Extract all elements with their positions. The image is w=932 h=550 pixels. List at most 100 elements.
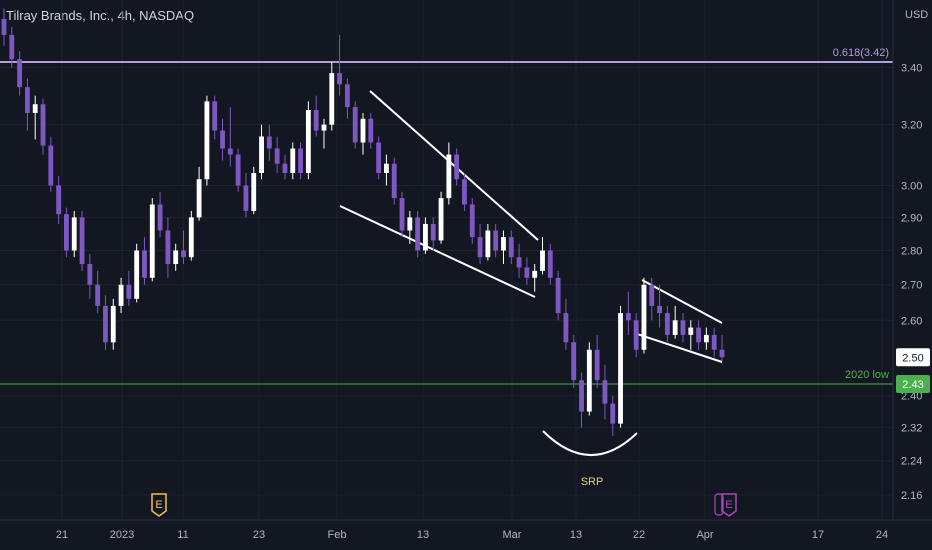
time-tick-label: 13: [417, 529, 429, 541]
candle: [508, 230, 514, 265]
time-axis-panel: [0, 520, 932, 550]
candle-body: [337, 73, 343, 85]
candle: [399, 191, 405, 238]
candle-body: [360, 118, 366, 143]
trendline-flag-bottom: [633, 332, 723, 363]
candle: [696, 320, 702, 350]
candle: [594, 334, 600, 388]
candle-body: [1, 18, 7, 35]
candle: [633, 313, 639, 358]
candle-body: [251, 172, 257, 211]
candle: [329, 62, 335, 131]
price-tick-label: 2.24: [901, 456, 922, 468]
earnings-marker-shape: [721, 493, 737, 517]
horizontal-level-label: 0.618(3.42): [833, 47, 889, 59]
time-tick-label: 23: [253, 529, 265, 541]
candle: [196, 166, 202, 221]
candle-body: [438, 198, 444, 241]
candle-body: [711, 334, 717, 350]
candle-body: [469, 204, 475, 238]
candle: [501, 230, 506, 265]
candle: [672, 305, 678, 339]
candle: [24, 78, 30, 131]
candle-body: [649, 284, 655, 306]
time-tick-label: 21: [56, 529, 68, 541]
price-tick-label: 2.70: [901, 280, 922, 292]
price-tick-label: 2.60: [901, 315, 922, 327]
candle-body: [17, 59, 23, 88]
candle: [469, 198, 475, 244]
candle-body: [235, 154, 241, 186]
candle: [368, 112, 374, 149]
candle: [298, 142, 303, 180]
candle-body: [719, 349, 725, 358]
chart-title: Tilray Brands, Inc., 4h, NASDAQ: [6, 8, 195, 23]
earnings-marker[interactable]: E: [151, 493, 167, 517]
time-tick-label: 2023: [110, 529, 134, 541]
candle: [462, 172, 467, 211]
earnings-marker[interactable]: E: [721, 493, 737, 517]
srp-label: SRP: [581, 476, 604, 488]
candle: [149, 198, 155, 282]
time-tick-label: 24: [876, 529, 888, 541]
candle: [165, 217, 171, 278]
price-tick-label: 2.80: [901, 245, 922, 257]
candle-body: [220, 130, 225, 149]
candle: [618, 305, 623, 428]
candle-body: [352, 107, 358, 143]
candle-body: [493, 230, 499, 251]
candle-body: [571, 342, 577, 381]
earnings-marker-label: E: [155, 499, 162, 511]
candle-body: [423, 223, 428, 251]
candle: [641, 277, 647, 354]
candle-body: [540, 250, 545, 271]
candle: [649, 277, 655, 321]
candle: [243, 172, 249, 218]
candle: [383, 154, 389, 186]
candle-body: [555, 277, 561, 314]
candle: [321, 118, 327, 149]
candle: [360, 112, 366, 155]
candle: [664, 305, 670, 343]
price-axis[interactable]: 3.40 3.20 3.00 2.90 2.80 2.70 2.60 2.40 2.32 2.24…: [901, 63, 922, 502]
candle: [407, 210, 413, 244]
candle: [188, 210, 194, 261]
candle: [532, 264, 538, 292]
candle-body: [24, 87, 30, 113]
candle-body: [610, 403, 616, 424]
price-tick-label: 3.00: [901, 180, 922, 192]
candle-body: [9, 34, 15, 60]
candle: [17, 51, 23, 96]
candle: [625, 291, 631, 335]
candle-body: [71, 217, 77, 251]
time-axis[interactable]: 21 2023 11 23 Feb 13 Mar 13 22 Apr 17 24: [56, 529, 888, 541]
candle-body: [703, 334, 709, 343]
candle-body: [298, 148, 303, 173]
time-tick-label: 17: [812, 529, 824, 541]
grid: [0, 0, 893, 520]
candle-body: [134, 250, 140, 299]
candle-body: [87, 264, 93, 285]
candle-body: [501, 237, 506, 251]
time-tick-label: 13: [570, 529, 582, 541]
candle: [251, 166, 257, 215]
candle: [571, 334, 577, 388]
candle-body: [40, 104, 46, 146]
candle-body: [563, 313, 569, 343]
candle: [204, 95, 210, 186]
horizontal-lines: 0.618(3.42) 2020 low: [0, 47, 893, 385]
annotations: SRP E E: [151, 476, 737, 517]
candle-body: [454, 154, 460, 180]
candle-body: [633, 320, 639, 350]
candle: [110, 298, 116, 350]
price-tick-label: 2.16: [901, 490, 922, 502]
candle-body: [165, 230, 171, 265]
price-badge-text: 2.43: [902, 379, 923, 391]
candle: [95, 270, 101, 314]
candle-body: [696, 327, 702, 343]
candle-body: [625, 313, 631, 321]
candle: [524, 257, 530, 285]
candle: [220, 118, 225, 161]
candle-body: [407, 217, 413, 231]
